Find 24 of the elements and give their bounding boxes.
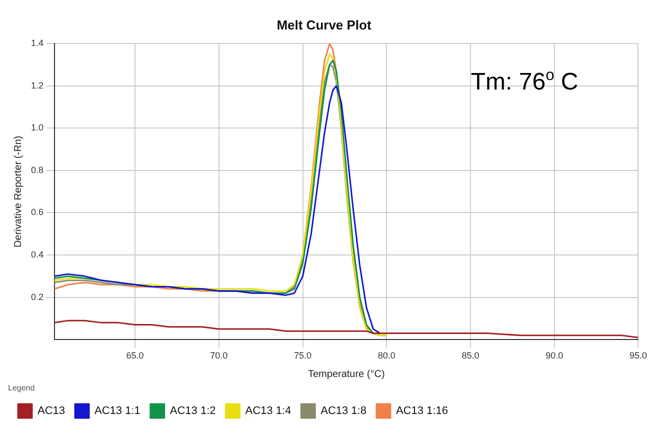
x-tick-label: 70.0 [210, 350, 228, 360]
legend-label: AC13 1:16 [396, 405, 448, 418]
legend-title: Legend [8, 384, 35, 393]
legend-label: AC13 1:4 [245, 405, 292, 418]
y-tick-label: 0.8 [30, 164, 44, 175]
y-tick-label: 0.2 [30, 292, 44, 302]
legend-label: AC13 [38, 405, 66, 418]
x-tick-label: 85.0 [462, 350, 480, 360]
x-axis-title: Temperature (°C) [308, 369, 385, 380]
x-tick-label: 90.0 [546, 350, 564, 360]
chart-title: Melt Curve Plot [276, 17, 372, 32]
y-tick-label: 1.2 [30, 80, 44, 90]
x-tick-label: 75.0 [294, 350, 312, 360]
y-axis-title: Derivative Reporter (-Rn) [12, 136, 24, 248]
legend-label: AC13 1:2 [170, 405, 216, 418]
y-tick-label: 1.0 [30, 122, 44, 133]
legend-label: AC13 1:8 [320, 405, 366, 418]
x-tick-label: 95.0 [629, 350, 648, 360]
x-tick-label: 65.0 [126, 350, 144, 360]
x-tick-label: 80.0 [378, 350, 396, 360]
y-tick-label: 0.6 [30, 207, 44, 218]
legend-label: AC13 1:1 [94, 405, 140, 418]
y-tick-label: 0.4 [30, 250, 44, 260]
y-tick-label: 1.4 [30, 38, 44, 48]
